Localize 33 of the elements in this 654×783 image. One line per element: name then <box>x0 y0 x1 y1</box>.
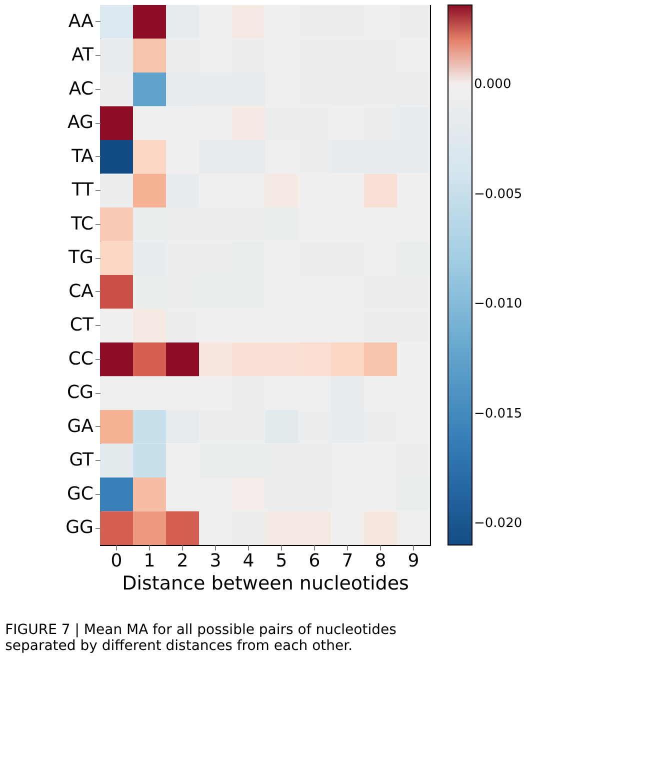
y-tick-label: TC <box>70 213 94 234</box>
x-tick-label: 7 <box>342 550 354 572</box>
color-bar-label: −0.020 <box>474 516 522 532</box>
y-tick-label: TT <box>70 180 94 201</box>
y-tick-label: GG <box>66 517 94 538</box>
y-tick-label: AA <box>68 10 94 32</box>
x-tick-label: 0 <box>110 550 122 572</box>
x-tick-label: 9 <box>408 550 420 572</box>
x-tick-label: 1 <box>144 550 156 572</box>
x-tick-label: 8 <box>374 550 386 572</box>
color-bar-label: −0.010 <box>474 296 522 312</box>
x-tick-label: 4 <box>242 550 254 572</box>
y-tick-label: TA <box>70 146 94 167</box>
color-bar-label: 0.000 <box>474 77 512 92</box>
x-tick-label: 2 <box>176 550 188 572</box>
y-tick-label: TG <box>68 247 94 268</box>
x-axis-title: Distance between nucleotides <box>122 572 409 594</box>
x-tick-label: 3 <box>210 550 222 572</box>
x-tick-label: 6 <box>308 550 320 572</box>
y-tick-label: AT <box>72 44 94 66</box>
x-tick-label: 5 <box>276 550 288 572</box>
y-tick-label: CC <box>68 348 94 370</box>
y-tick-label: CA <box>68 280 94 302</box>
y-tick-label: AC <box>68 78 94 100</box>
y-tick-label: GA <box>67 416 94 437</box>
y-tick-label: GT <box>69 450 94 471</box>
y-tick-label: GC <box>66 483 94 504</box>
y-tick-label: CT <box>70 314 94 336</box>
color-bar-label: −0.005 <box>474 186 522 202</box>
color-bar-label: −0.015 <box>474 406 522 422</box>
caption: FIGURE 7 | Mean MA for all possible pairs of nucleotides separated by different distances from each other. <box>5 622 396 654</box>
y-tick-label: CG <box>66 382 94 404</box>
y-tick-label: AG <box>68 112 94 134</box>
